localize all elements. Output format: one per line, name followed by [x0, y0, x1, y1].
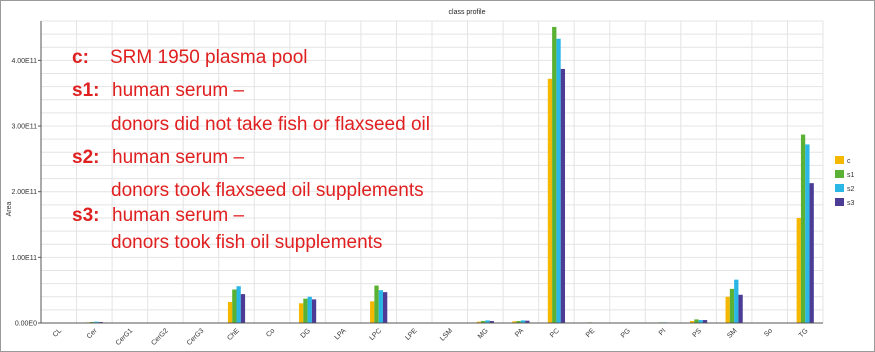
y-ticks: 0.00E0 1.00E11 2.00E11 3.00E11 4.00E11 [11, 58, 41, 328]
gridlines [40, 20, 824, 324]
y-axis-label: Area [6, 202, 13, 217]
y-tick-label: 4.00E11 [11, 58, 37, 65]
x-tick-label: PS [691, 327, 703, 339]
bar-s1-TG [800, 134, 806, 323]
bar-s3-SM [738, 294, 743, 323]
legend-swatch-s3 [835, 198, 844, 206]
bar-c-DG [298, 303, 304, 323]
legend: c s1 s2 s3 [835, 156, 855, 207]
legend-label-s2: s2 [847, 186, 855, 193]
x-tick-label: Co [265, 327, 276, 338]
bar-c-MG [476, 321, 482, 323]
chart-title: class profile [449, 9, 486, 16]
bar-c-ChE [227, 301, 233, 323]
y-tick-label: 1.00E11 [11, 255, 37, 262]
bar-c-SM [725, 296, 730, 323]
annotation-text: donors took flaxseed oil supplements [111, 180, 424, 201]
annotation-text: human serum – [112, 80, 244, 101]
x-tick-label: LSM [439, 327, 454, 342]
x-ticks: CL Cer CerG1 CerG2 CerG3 ChE Co DG LPA LPC LPE LSM M… [52, 327, 810, 347]
bar-s2-PA [520, 320, 526, 323]
bar-s2-SM [734, 279, 739, 323]
bar-s2-PC [556, 38, 561, 324]
axes [40, 21, 823, 324]
legend-swatch-c [835, 156, 844, 164]
annotation-text: human serum – [112, 147, 244, 168]
legend-swatch-s1 [835, 170, 844, 178]
legend-label-c: c [847, 158, 851, 165]
annotation-text: SRM 1950 plasma pool [110, 47, 308, 68]
bar-s1-PS [694, 319, 699, 323]
x-tick-label: TG [798, 327, 810, 339]
x-tick-label: CerG2 [150, 327, 170, 347]
annotation-text: human serum – [112, 205, 244, 226]
annotation-key: s3: [72, 205, 99, 226]
x-tick-label: PC [549, 327, 561, 339]
bar-s3-PC [560, 68, 566, 323]
annotation-text: donors took fish oil supplements [111, 232, 382, 253]
bar-s3-DG [311, 299, 317, 323]
x-tick-label: CerG1 [115, 327, 135, 347]
bars [85, 26, 814, 324]
bar-s2-DG [307, 296, 312, 323]
x-tick-label: CerG3 [186, 327, 206, 347]
bar-s1-MG [481, 321, 486, 323]
x-tick-label: Cer [86, 327, 99, 340]
bar-c-PA [512, 321, 517, 323]
bar-s2-ChE [236, 286, 241, 323]
bar-s2-PS [698, 320, 703, 323]
x-tick-label: So [763, 327, 774, 338]
y-tick-label: 0.00E0 [15, 321, 37, 328]
x-tick-label: MG [477, 327, 490, 340]
y-tick-label: 2.00E11 [11, 189, 37, 196]
x-tick-label: SM [726, 327, 738, 339]
annotation-key: s1: [72, 80, 99, 101]
bar-s3-MG [489, 321, 494, 323]
x-tick-label: LPE [404, 327, 419, 342]
bar-c-LPC [370, 301, 375, 323]
annotation-text: donors did not take fish or flaxseed oil [111, 114, 430, 135]
x-tick-label: CL [52, 327, 63, 338]
x-tick-label: PE [585, 327, 597, 339]
bar-s3-TG [809, 183, 814, 323]
x-tick-label: LPC [369, 327, 384, 342]
bar-s2-TG [805, 144, 810, 323]
legend-swatch-s2 [835, 184, 844, 192]
annotation-key: s2: [72, 147, 99, 168]
legend-label-s3: s3 [847, 200, 855, 207]
bar-c-PS [689, 321, 695, 323]
bar-s3-PA [525, 320, 530, 323]
x-tick-label: PI [658, 327, 668, 337]
bar-s1-ChE [232, 289, 237, 323]
y-tick-label: 3.00E11 [11, 124, 37, 131]
bar-s1-PA [516, 321, 521, 323]
x-tick-label: PA [514, 327, 525, 338]
x-tick-label: ChE [226, 327, 241, 342]
annotation-block: c: SRM 1950 plasma pool s1: human serum – do… [72, 47, 430, 253]
bar-s2-LPC [378, 290, 383, 323]
bar-s2-MG [485, 320, 490, 323]
bar-c-PC [547, 78, 553, 323]
x-tick-label: PG [620, 327, 632, 339]
bar-s1-LPC [374, 285, 379, 323]
bar-s1-DG [303, 298, 308, 323]
x-tick-label: LPA [334, 327, 348, 341]
bar-c-TG [796, 217, 801, 323]
bar-s3-PS [702, 320, 708, 323]
bar-s1-SM [729, 288, 735, 323]
bar-s3-ChE [240, 294, 246, 323]
bar-s3-LPC [382, 292, 388, 323]
annotation-key: c: [72, 47, 89, 68]
x-tick-label: DG [300, 327, 312, 339]
legend-label-s1: s1 [847, 172, 855, 179]
bar-s1-PC [552, 26, 557, 324]
bar-s2-Cer [94, 321, 99, 323]
